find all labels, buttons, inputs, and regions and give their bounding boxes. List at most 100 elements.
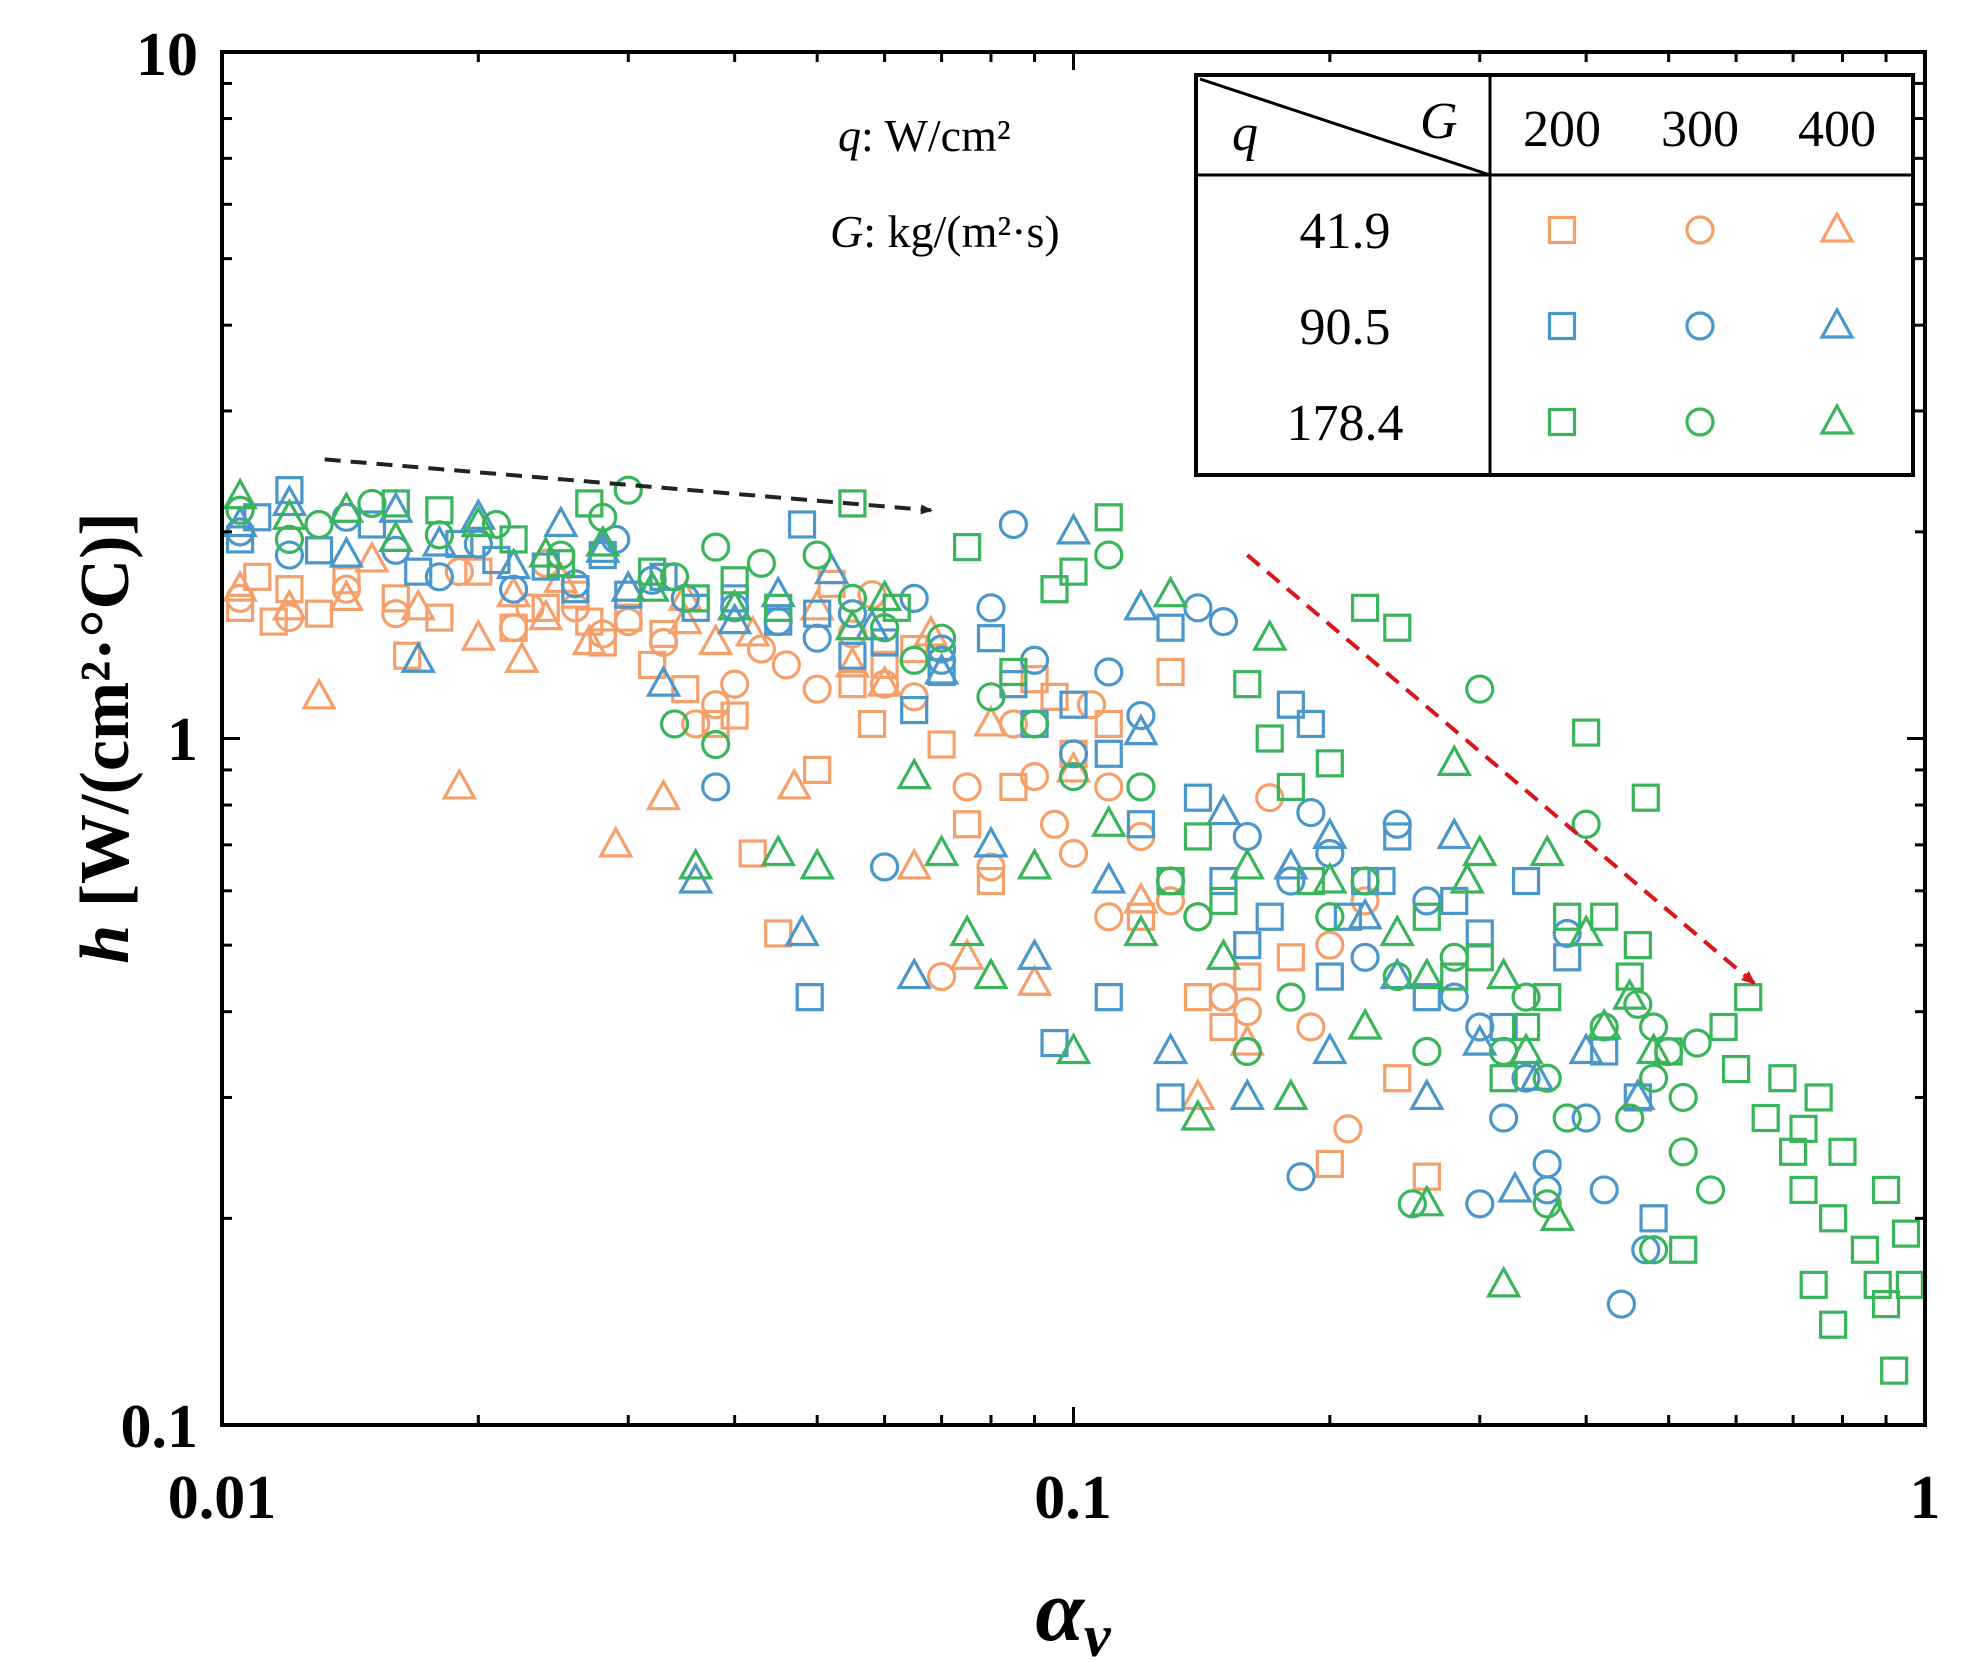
data-point-triangle xyxy=(1180,1078,1216,1111)
x-tick-label-1: 1 xyxy=(1910,1464,1941,1532)
data-point-circle xyxy=(1465,674,1495,704)
data-point-square xyxy=(1669,1235,1698,1264)
data-point-square xyxy=(900,634,929,664)
black-trend-arrow xyxy=(324,457,933,515)
data-point-square xyxy=(225,593,255,622)
data-point-circle xyxy=(1019,709,1050,739)
data-point-square xyxy=(1209,1012,1238,1042)
data-point-circle xyxy=(381,599,411,629)
data-point-triangle xyxy=(328,490,365,523)
data-point-square xyxy=(1553,943,1582,972)
data-point-triangle xyxy=(923,652,960,685)
data-point-square xyxy=(1276,690,1305,719)
data-point-circle xyxy=(1333,1114,1363,1144)
data-point-square xyxy=(1751,1103,1780,1133)
data-point-circle xyxy=(1606,1289,1636,1319)
data-point-square xyxy=(243,562,272,591)
y-tick-label-10: 10 xyxy=(136,21,198,89)
data-point-circle xyxy=(1255,783,1285,813)
data-point-circle xyxy=(1076,690,1107,720)
y-axis-title: h [W/(cm²·°C)] xyxy=(67,512,144,963)
data-point-square xyxy=(1891,1219,1921,1248)
data-point-triangle xyxy=(1462,1023,1498,1056)
q-unit-note: q: W/cm² xyxy=(838,110,1011,161)
data-point-circle xyxy=(357,488,387,519)
data-point-square xyxy=(1779,1137,1808,1166)
legend-marker-square xyxy=(1547,215,1577,245)
data-point-triangle xyxy=(495,547,532,580)
data-point-triangle xyxy=(1055,1032,1092,1065)
data-point-square xyxy=(1863,1270,1892,1299)
data-point-square xyxy=(1367,866,1396,896)
data-point-square xyxy=(1276,772,1305,802)
data-point-square xyxy=(764,593,793,622)
data-point-square xyxy=(1819,1310,1848,1339)
data-point-circle xyxy=(998,509,1029,540)
data-point-square xyxy=(1465,919,1494,948)
data-point-circle xyxy=(1668,1082,1698,1113)
y-axis-title-var: h xyxy=(67,925,144,964)
data-point-circle xyxy=(869,613,900,643)
data-point-triangle xyxy=(1497,1170,1533,1203)
data-point-square xyxy=(332,566,361,595)
data-point-square xyxy=(838,641,867,670)
data-point-circle xyxy=(1208,982,1239,1012)
data-point-circle xyxy=(1296,1012,1326,1042)
data-point-circle xyxy=(1094,657,1124,687)
data-point-square xyxy=(1383,1064,1412,1093)
data-point-circle xyxy=(1571,1103,1601,1133)
data-point-triangle xyxy=(1539,1199,1576,1231)
data-point-square xyxy=(1183,783,1213,812)
data-point-square xyxy=(1639,1204,1668,1233)
data-point-circle xyxy=(560,569,590,599)
data-point-triangle xyxy=(1180,1098,1216,1131)
data-point-square xyxy=(1276,943,1305,972)
data-point-circle xyxy=(1039,809,1070,839)
data-point-square xyxy=(499,525,528,554)
data-point-triangle xyxy=(1409,1078,1445,1111)
legend-markers xyxy=(1547,210,1855,437)
data-point-triangle xyxy=(1123,713,1159,746)
data-point-triangle xyxy=(866,664,903,697)
data-point-square xyxy=(1615,962,1644,991)
data-point-triangle xyxy=(421,524,458,557)
data-point-square xyxy=(1412,983,1441,1012)
data-point-circle xyxy=(225,495,255,525)
data-point-triangle xyxy=(1485,1265,1522,1298)
data-point-square xyxy=(1315,1149,1344,1179)
data-point-square xyxy=(1533,983,1562,1012)
data-point-circle xyxy=(274,540,305,570)
data-point-square xyxy=(1126,810,1156,839)
legend-marker-triangle xyxy=(1819,306,1855,339)
data-point-triangle xyxy=(799,847,835,880)
data-point-square xyxy=(1040,682,1069,711)
data-point-circle xyxy=(1695,1175,1726,1205)
data-point-circle xyxy=(1682,1028,1712,1058)
data-point-circle xyxy=(837,599,868,629)
data-point-triangle xyxy=(1016,847,1053,880)
data-point-circle xyxy=(481,509,511,540)
data-point-triangle xyxy=(1529,834,1565,867)
data-point-circle xyxy=(1276,982,1306,1012)
data-point-square xyxy=(531,593,560,622)
data-point-triangle xyxy=(854,608,890,641)
data-point-square xyxy=(1094,503,1123,532)
data-point-circle xyxy=(771,650,801,680)
data-point-triangle xyxy=(271,484,308,517)
data-point-circle xyxy=(1094,772,1124,802)
data-point-triangle xyxy=(1091,804,1127,837)
data-point-triangle xyxy=(1519,1058,1555,1091)
legend-q-178-4: 178.4 xyxy=(1287,395,1404,452)
data-point-circle xyxy=(424,520,454,550)
data-point-circle xyxy=(588,619,618,649)
data-point-square xyxy=(1709,1012,1738,1042)
data-point-triangle xyxy=(585,530,621,563)
data-point-square xyxy=(404,557,433,586)
data-point-circle xyxy=(1654,1036,1684,1067)
data-point-square xyxy=(1296,709,1325,739)
data-point-circle xyxy=(1126,700,1156,731)
g-unit-var: G xyxy=(830,206,863,257)
data-point-triangle xyxy=(1462,834,1498,867)
data-point-triangle xyxy=(799,588,835,621)
data-point-square xyxy=(838,670,867,699)
